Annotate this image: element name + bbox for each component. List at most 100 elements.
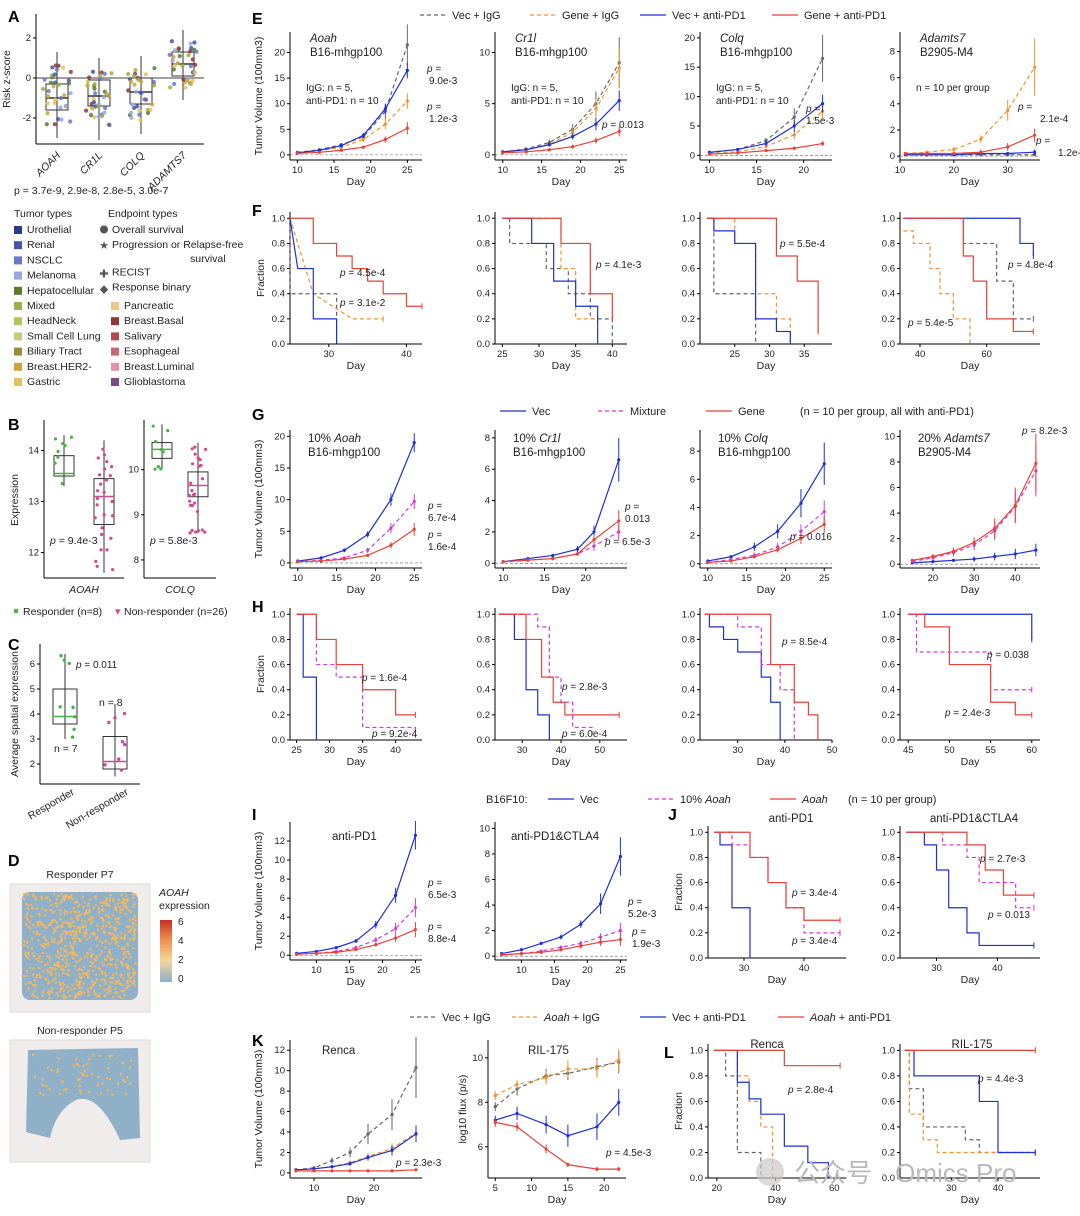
- data-point: [95, 564, 99, 568]
- data-point: [190, 503, 194, 508]
- expression-spot: [107, 915, 110, 918]
- subplot-title: Renca: [750, 1039, 784, 1051]
- expression-spot: [109, 956, 112, 959]
- data-point: [137, 112, 142, 117]
- data-point: [168, 85, 173, 90]
- data-point: [339, 148, 343, 152]
- expression-spot: [78, 990, 82, 993]
- p-number: = 0.038: [993, 650, 1030, 661]
- expression-spot: [52, 979, 55, 982]
- x-axis-label: Day: [552, 756, 571, 768]
- subplot-title: RIL-175: [952, 1039, 993, 1051]
- expression-spot: [29, 981, 32, 984]
- legend-swatch: [14, 347, 22, 356]
- y-tick-label: 6: [485, 464, 490, 475]
- y-axis-label: Fraction: [673, 873, 685, 911]
- legend-label: Vec + anti-PD1: [672, 1012, 746, 1024]
- p-symbol: p: [371, 729, 378, 740]
- data-point: [1013, 552, 1017, 556]
- data-point: [96, 456, 100, 460]
- data-point: [53, 461, 57, 465]
- data-point: [1034, 461, 1038, 465]
- data-point: [792, 146, 796, 150]
- data-point: [108, 474, 112, 478]
- y-tick-label: 0.8: [272, 634, 285, 645]
- expression-spot: [132, 896, 135, 900]
- expression-spot: [120, 901, 123, 904]
- expression-spot: [78, 928, 81, 931]
- survival-curve: [908, 613, 1032, 691]
- expression-spot: [40, 923, 43, 926]
- y-tick-label: 0.8: [882, 238, 895, 249]
- legend-label: NSCLC: [27, 254, 63, 266]
- expression-spot: [38, 914, 42, 917]
- expression-spot: [128, 1066, 131, 1069]
- data-point: [414, 1066, 418, 1070]
- y-tick-label: 3: [30, 734, 35, 745]
- expression-spot: [78, 967, 81, 970]
- data-point: [200, 528, 204, 532]
- data-point: [366, 548, 370, 552]
- x-tick-label: 15: [329, 165, 340, 176]
- x-axis-label: Day: [961, 360, 980, 372]
- expression-spot: [122, 905, 125, 908]
- expression-spot: [60, 893, 63, 896]
- expression-spot: [114, 938, 117, 942]
- expression-spot: [40, 921, 43, 924]
- y-tick-label: 0.0: [882, 1173, 895, 1184]
- y-tick-label: 8: [280, 874, 285, 885]
- expression-spot: [65, 933, 68, 936]
- expression-spot: [76, 954, 79, 957]
- expression-spot: [90, 980, 94, 983]
- expression-spot: [71, 897, 74, 901]
- data-point: [63, 103, 68, 108]
- data-point: [134, 89, 139, 94]
- data-point: [197, 464, 202, 468]
- data-point: [374, 943, 378, 947]
- data-point: [952, 151, 956, 156]
- expression-spot: [80, 1092, 83, 1095]
- p-value: p = 0.011: [75, 660, 118, 671]
- expression-spot: [123, 898, 126, 901]
- survival-curve: [906, 831, 1034, 896]
- x-tick-label: 10: [292, 165, 303, 176]
- expression-spot: [125, 900, 128, 903]
- x-tick-label: 40: [915, 349, 926, 360]
- panel-label: F: [252, 203, 262, 220]
- expression-spot: [51, 919, 54, 922]
- expression-spot: [93, 989, 96, 992]
- x-tick-label: 15: [539, 573, 550, 584]
- x-tick-label: 60: [829, 1183, 840, 1194]
- panel-label: D: [8, 853, 20, 870]
- x-tick-label: 50: [944, 745, 955, 756]
- p-symbol: p: [787, 1085, 794, 1096]
- expression-spot: [60, 918, 63, 921]
- x-tick-label: 25: [497, 349, 508, 360]
- expression-spot: [132, 975, 135, 978]
- data-point: [559, 948, 563, 952]
- expression-spot: [114, 942, 117, 945]
- panel-label: G: [252, 407, 264, 424]
- expression-spot: [61, 964, 64, 968]
- x-axis-label: Day: [552, 584, 571, 596]
- x-tick-label: 30: [324, 745, 335, 756]
- y-tick-label: 8: [478, 1097, 483, 1108]
- expression-spot: [46, 968, 49, 971]
- data-point: [374, 938, 378, 942]
- expression-spot: [104, 973, 107, 977]
- expression-spot: [108, 952, 112, 956]
- expression-spot: [96, 937, 99, 940]
- x-tick-label: 10: [309, 1183, 320, 1194]
- p-number: 6.7e-4: [428, 513, 457, 524]
- p-value: p = 2.3e-3: [395, 1158, 442, 1169]
- expression-spot: [126, 963, 130, 967]
- expression-spot: [33, 995, 36, 998]
- expression-spot: [52, 931, 55, 934]
- data-point: [203, 447, 208, 451]
- expression-spot: [113, 907, 117, 910]
- expression-spot: [103, 972, 107, 975]
- y-tick-label: 4: [485, 496, 490, 507]
- expression-spot: [114, 987, 117, 990]
- expression-spot: [60, 899, 63, 903]
